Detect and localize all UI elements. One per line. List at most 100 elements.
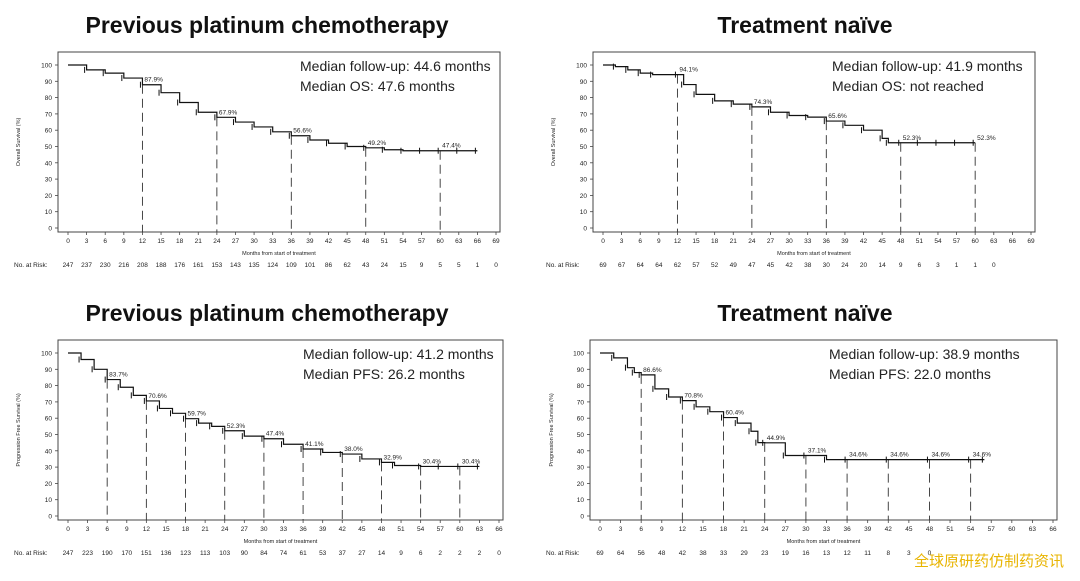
landmark-label: 52.3% [977,135,996,142]
at-risk-label: No. at Risk: [546,262,580,269]
at-risk-count: 16 [802,550,810,557]
at-risk-count: 151 [141,550,152,557]
at-risk-count: 143 [230,262,241,269]
chart-title: Previous platinum chemotherapy [85,12,449,38]
x-axis-label: Months from start of treatment [787,539,861,545]
landmark-label: 41.1% [305,441,324,448]
y-tick-label: 70 [580,111,588,118]
y-tick-label: 0 [48,226,52,233]
x-tick-label: 33 [280,526,288,533]
watermark: 全球原研药仿制药资讯 [913,552,1064,570]
x-tick-label: 3 [619,526,623,533]
landmark-label: 56.6% [293,128,312,135]
x-tick-label: 15 [157,238,165,245]
x-tick-label: 33 [269,238,277,245]
plot-frame [57,339,504,521]
x-tick-label: 30 [250,238,258,245]
y-tick-label: 50 [580,144,588,151]
at-risk-count: 5 [457,262,461,269]
landmark-label: 32.9% [383,454,402,461]
y-tick-label: 90 [577,367,585,374]
plot-frame [592,51,1036,233]
y-tick-label: 0 [48,514,52,521]
x-tick-label: 57 [418,238,426,245]
x-tick-label: 60 [456,526,464,533]
y-tick-label: 80 [45,95,53,102]
x-tick-label: 42 [325,238,333,245]
y-tick-label: 60 [45,128,53,135]
at-risk-count: 61 [299,550,307,557]
at-risk-count: 69 [596,550,604,557]
chart-title: Treatment naïve [717,300,893,326]
x-tick-label: 54 [934,238,942,245]
y-tick-label: 30 [580,177,588,184]
at-risk-count: 56 [638,550,646,557]
x-tick-label: 12 [674,238,682,245]
at-risk-count: 74 [280,550,288,557]
landmark-label: 34.6% [890,452,909,459]
y-tick-label: 50 [45,432,53,439]
y-axis-label: Overall Survival (%) [551,118,557,167]
at-risk-count: 1 [476,262,480,269]
x-tick-label: 39 [864,526,872,533]
x-tick-label: 15 [692,238,700,245]
x-tick-label: 24 [213,238,221,245]
at-risk-count: 9 [899,262,903,269]
y-tick-label: 90 [580,79,588,86]
at-risk-count: 2 [438,550,442,557]
at-risk-count: 38 [699,550,707,557]
landmark-label: 49.2% [368,140,387,147]
at-risk-count: 136 [161,550,172,557]
annotation-text: Median PFS: 26.2 months [303,366,465,382]
at-risk-count: 5 [438,262,442,269]
chart-title: Previous platinum chemotherapy [85,300,449,326]
x-tick-label: 45 [358,526,366,533]
landmark-label: 34.6% [973,452,992,459]
y-tick-label: 30 [577,465,585,472]
at-risk-count: 103 [219,550,230,557]
x-tick-label: 66 [495,526,503,533]
y-tick-label: 30 [45,177,53,184]
plot-frame [57,51,501,233]
at-risk-count: 67 [618,262,626,269]
y-tick-label: 40 [45,448,53,455]
x-tick-label: 15 [162,526,170,533]
at-risk-count: 15 [399,262,407,269]
x-tick-label: 36 [823,238,831,245]
x-tick-label: 60 [437,238,445,245]
landmark-label: 52.3% [227,423,246,430]
x-tick-label: 39 [841,238,849,245]
survival-curve [68,352,480,468]
at-risk-count: 37 [339,550,347,557]
x-tick-label: 57 [437,526,445,533]
y-tick-label: 60 [577,416,585,423]
at-risk-count: 69 [599,262,607,269]
x-tick-label: 21 [741,526,749,533]
at-risk-count: 153 [211,262,222,269]
landmark-label: 38.0% [344,446,363,453]
at-risk-count: 38 [804,262,812,269]
y-tick-label: 20 [45,193,53,200]
at-risk-count: 42 [679,550,687,557]
at-risk-count: 53 [319,550,327,557]
x-tick-label: 54 [399,238,407,245]
x-tick-label: 27 [232,238,240,245]
x-tick-label: 57 [988,526,996,533]
at-risk-count: 230 [100,262,111,269]
x-tick-label: 63 [1029,526,1037,533]
survival-curve [603,64,976,144]
x-tick-label: 33 [823,526,831,533]
x-tick-label: 51 [946,526,954,533]
at-risk-count: 42 [785,262,793,269]
at-risk-count: 57 [692,262,700,269]
at-risk-count: 86 [325,262,333,269]
at-risk-count: 8 [886,550,890,557]
x-tick-label: 18 [711,238,719,245]
y-tick-label: 60 [45,416,53,423]
x-tick-label: 60 [972,238,980,245]
y-tick-label: 80 [580,95,588,102]
y-tick-label: 80 [577,383,585,390]
x-tick-label: 9 [660,526,664,533]
